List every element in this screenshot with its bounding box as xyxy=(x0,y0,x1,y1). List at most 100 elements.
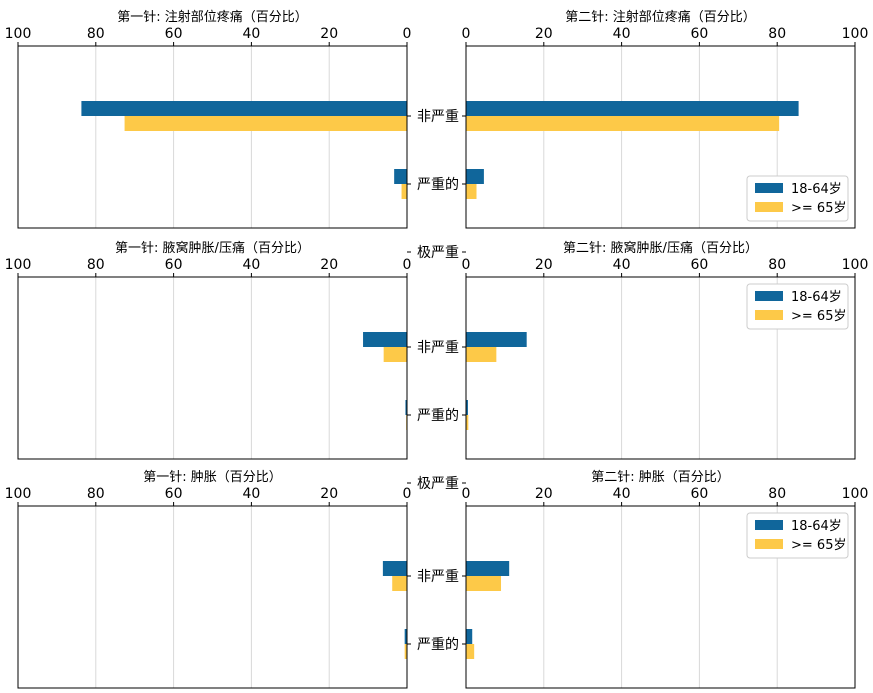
x-tick-label: 40 xyxy=(242,486,260,502)
x-tick-label: 80 xyxy=(87,486,105,502)
bar-series1 xyxy=(394,169,407,184)
category-label: 严重的 xyxy=(417,177,459,193)
x-tick-label: 80 xyxy=(768,257,786,273)
category-label: 极严重 xyxy=(417,476,459,492)
chart-title: 第一针: 注射部位疼痛（百分比） xyxy=(117,9,308,25)
x-tick-label: 100 xyxy=(842,486,869,502)
x-tick-label: 60 xyxy=(165,257,183,273)
bar-series2 xyxy=(392,576,407,591)
x-tick-label: 0 xyxy=(403,26,412,42)
bar-series2 xyxy=(466,116,780,131)
x-tick-label: 40 xyxy=(242,257,260,273)
x-tick-label: 0 xyxy=(403,257,412,273)
x-tick-label: 40 xyxy=(613,486,631,502)
x-tick-label: 20 xyxy=(320,257,338,273)
bar-series1 xyxy=(405,400,407,415)
legend-label: 18-64岁 xyxy=(791,290,842,305)
plot-frame xyxy=(465,45,856,229)
category-label: 非严重 xyxy=(417,340,459,356)
chart-title: 第二针: 注射部位疼痛（百分比） xyxy=(565,9,756,25)
legend: 18-64岁 >= 65岁 xyxy=(746,512,849,559)
bar-series2 xyxy=(466,347,497,362)
x-tick-label: 20 xyxy=(320,486,338,502)
category-label: 非严重 xyxy=(417,109,459,125)
x-tick-label: 80 xyxy=(87,257,105,273)
x-tick-label: 60 xyxy=(690,257,708,273)
x-tick-label: 20 xyxy=(535,26,553,42)
legend-swatch xyxy=(755,539,783,549)
bar-series1 xyxy=(363,332,407,347)
x-tick-label: 20 xyxy=(535,486,553,502)
plot-frame xyxy=(17,505,408,689)
x-tick-label: 100 xyxy=(5,486,32,502)
legend-swatch xyxy=(755,183,783,193)
x-tick-label: 0 xyxy=(462,26,471,42)
x-tick-label: 100 xyxy=(5,26,32,42)
x-tick-label: 100 xyxy=(842,26,869,42)
bar-series2 xyxy=(466,184,477,199)
x-tick-label: 0 xyxy=(403,486,412,502)
category-label: 极严重 xyxy=(417,245,459,261)
legend-label: 18-64岁 xyxy=(791,182,842,197)
x-tick-label: 20 xyxy=(320,26,338,42)
plot-frame xyxy=(17,45,408,229)
bar-series1 xyxy=(382,561,407,576)
legend-swatch xyxy=(755,520,783,530)
legend-swatch xyxy=(755,291,783,301)
category-label: 非严重 xyxy=(417,569,459,585)
x-tick-label: 60 xyxy=(165,26,183,42)
x-tick-label: 0 xyxy=(462,486,471,502)
x-tick-label: 80 xyxy=(768,486,786,502)
legend-label: 18-64岁 xyxy=(791,519,842,534)
chart-panel-6: 0 20 40 60 80 100 第二针: 肿胀（百分比） 18-64岁 >= 65岁 xyxy=(462,470,869,689)
bar-series1 xyxy=(466,629,473,644)
bar-series2 xyxy=(404,644,407,659)
legend-swatch xyxy=(755,202,783,212)
x-tick-label: 80 xyxy=(768,26,786,42)
plot-frame xyxy=(17,276,408,460)
legend-label: >= 65岁 xyxy=(791,309,846,324)
chart-panel-2: 0 20 40 60 80 100 第二针: 注射部位疼痛（百分比） 18-64岁 >= 65岁 xyxy=(462,9,869,253)
bar-series1 xyxy=(466,169,484,184)
bar-series1 xyxy=(466,332,527,347)
x-tick-label: 0 xyxy=(462,257,471,273)
x-tick-label: 100 xyxy=(842,257,869,273)
category-label: 严重的 xyxy=(417,637,459,653)
x-tick-label: 60 xyxy=(165,486,183,502)
bar-series2 xyxy=(466,576,502,591)
x-tick-label: 80 xyxy=(87,26,105,42)
x-tick-label: 40 xyxy=(613,257,631,273)
x-tick-label: 40 xyxy=(613,26,631,42)
plot-frame xyxy=(465,505,856,689)
bar-series1 xyxy=(81,101,408,116)
bar-series2 xyxy=(466,644,475,659)
bar-series2 xyxy=(466,415,469,430)
chart-title: 第二针: 腋窝肿胀/压痛（百分比） xyxy=(563,240,758,256)
legend-label: >= 65岁 xyxy=(791,538,846,553)
legend-swatch xyxy=(755,310,783,320)
bar-series2 xyxy=(383,347,407,362)
category-label: 严重的 xyxy=(417,408,459,424)
plot-frame xyxy=(465,276,856,460)
bar-series2 xyxy=(401,184,407,199)
bar-series1 xyxy=(466,400,468,415)
bar-series1 xyxy=(404,629,407,644)
chart-panel-4: 0 20 40 60 80 100 第二针: 腋窝肿胀/压痛（百分比） 18-64岁 >= 65… xyxy=(462,240,869,484)
chart-title: 第一针: 肿胀（百分比） xyxy=(143,470,282,485)
legend-label: >= 65岁 xyxy=(791,201,846,216)
x-tick-label: 40 xyxy=(242,26,260,42)
legend: 18-64岁 >= 65岁 xyxy=(746,175,849,222)
x-tick-label: 100 xyxy=(5,257,32,273)
chart-title: 第一针: 腋窝肿胀/压痛（百分比） xyxy=(115,240,310,256)
chart-title: 第二针: 肿胀（百分比） xyxy=(591,470,730,485)
x-tick-label: 60 xyxy=(690,486,708,502)
bar-series1 xyxy=(466,101,799,116)
bar-series1 xyxy=(466,561,510,576)
x-tick-label: 60 xyxy=(690,26,708,42)
bar-series2 xyxy=(124,116,407,131)
x-tick-label: 20 xyxy=(535,257,553,273)
